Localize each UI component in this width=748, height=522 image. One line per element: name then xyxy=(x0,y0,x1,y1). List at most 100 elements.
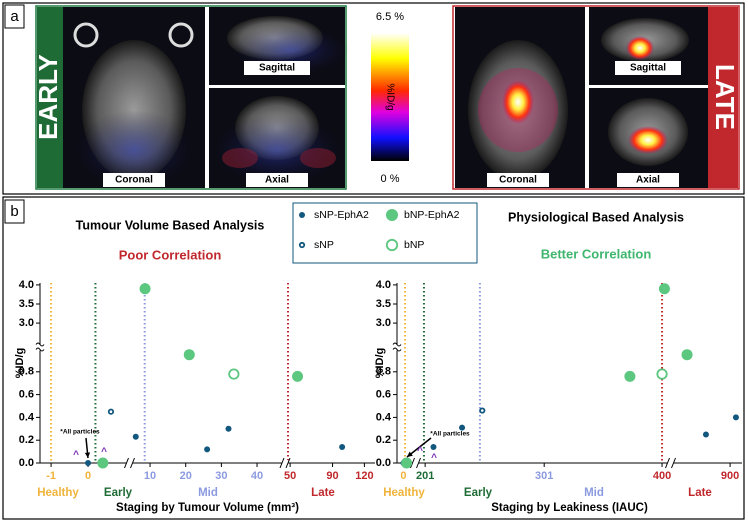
annotation-caret: ^ xyxy=(417,446,423,457)
annotation-caret: ^ xyxy=(73,450,79,461)
y-tick-label: 0.8 xyxy=(19,366,34,378)
data-point xyxy=(132,433,139,440)
annotation: *All particles xyxy=(430,431,470,438)
data-point xyxy=(624,370,636,382)
early-label: EARLY xyxy=(33,54,63,140)
y-tick-label: 4.0 xyxy=(376,279,391,291)
colorbar-title: %ID/g xyxy=(384,83,395,110)
stage-label: Early xyxy=(104,487,133,499)
data-point xyxy=(225,425,232,432)
axis-break-gap xyxy=(126,460,133,466)
annotation: *All particles xyxy=(60,429,100,436)
legend-label: sNP xyxy=(314,239,334,251)
data-point xyxy=(107,408,115,415)
data-point xyxy=(85,460,92,466)
data-point xyxy=(658,283,670,295)
y-tick-label: 0.0 xyxy=(376,457,391,469)
y-tick-label: 3.5 xyxy=(376,298,391,310)
chart-subtitle: Better Correlation xyxy=(541,246,652,261)
early-frame xyxy=(35,5,347,190)
x-tick-label: 10 xyxy=(144,470,156,482)
x-axis-label: Staging by Leakiness (IAUC) xyxy=(491,502,648,514)
stage-label: Late xyxy=(688,487,712,499)
x-tick-label: 30 xyxy=(215,470,227,482)
y-tick-label: 3.0 xyxy=(19,317,34,329)
chart: Physiological Based Analysis Better Corre… xyxy=(374,210,742,514)
legend-label: bNP-EphA2 xyxy=(404,209,460,221)
annotation-caret: ^ xyxy=(101,447,107,458)
chart-subtitle: Poor Correlation xyxy=(119,247,222,262)
axis-break-gap xyxy=(394,344,400,351)
data-point xyxy=(97,457,109,469)
y-tick-label: 0.6 xyxy=(376,389,391,401)
colorbar xyxy=(371,33,409,161)
x-tick-label: 40 xyxy=(251,470,263,482)
chart: Tumour Volume Based Analysis Poor Correla… xyxy=(14,218,375,514)
view-label: Axial xyxy=(636,175,660,186)
view-label: Axial xyxy=(265,175,289,186)
legend-label: bNP xyxy=(404,239,424,251)
panel-a: a EARLY 6.5 % 0 % %ID/g LATE xyxy=(2,2,745,195)
panel-frame xyxy=(2,196,745,520)
annotation-arrowhead xyxy=(407,451,413,457)
y-tick-label: 0.2 xyxy=(19,434,34,446)
mri-image xyxy=(300,148,336,168)
axis-break xyxy=(410,457,415,469)
stage-label: Healthy xyxy=(37,487,79,499)
axis-break xyxy=(392,342,402,352)
axis-break xyxy=(416,457,421,469)
axis-break xyxy=(279,457,285,469)
data-point xyxy=(656,368,668,380)
y-tick-label: 0.8 xyxy=(376,366,391,378)
y-tick-label: 3.0 xyxy=(376,317,391,329)
data-point xyxy=(228,368,240,380)
axis-break-gap xyxy=(37,344,43,351)
view-label-box xyxy=(615,61,681,75)
x-tick-label: 90 xyxy=(326,470,338,482)
axis-break-gap xyxy=(667,460,674,466)
y-tick-label: 0.4 xyxy=(376,411,392,423)
data-point xyxy=(681,349,693,361)
late-label: LATE xyxy=(710,64,740,130)
data-point xyxy=(204,446,211,453)
view-label: Sagittal xyxy=(630,63,666,74)
mri-image xyxy=(74,110,194,190)
y-axis-label: %ID/g xyxy=(14,348,26,379)
x-tick-label: 201 xyxy=(416,470,434,482)
panel-label: a xyxy=(10,8,19,25)
colorbar-max: 6.5 % xyxy=(376,11,404,23)
chart-title: Physiological Based Analysis xyxy=(508,210,684,224)
mri-image xyxy=(502,80,534,124)
annotation-arrowhead xyxy=(84,452,91,458)
annotation-caret: ^ xyxy=(431,453,437,464)
data-point xyxy=(732,414,739,421)
axis-break xyxy=(665,457,670,469)
x-tick-label: 900 xyxy=(721,470,739,482)
mri-image xyxy=(168,22,194,48)
data-point xyxy=(401,457,413,469)
chart-title: Tumour Volume Based Analysis xyxy=(76,218,265,232)
panel-label: b xyxy=(10,203,18,220)
x-tick-label: 20 xyxy=(180,470,192,482)
y-tick-label: 3.5 xyxy=(19,298,34,310)
legend-box xyxy=(292,202,478,264)
mri-image xyxy=(628,126,668,154)
mri-image xyxy=(211,114,343,186)
data-point xyxy=(339,444,346,451)
x-tick-label: 0 xyxy=(400,470,406,482)
x-tick-label: 400 xyxy=(653,470,671,482)
legend-marker xyxy=(298,241,306,249)
view-label-box xyxy=(246,173,308,187)
axis-break xyxy=(35,342,45,352)
y-tick-label: 0.4 xyxy=(19,411,35,423)
panel-frame xyxy=(2,2,745,195)
view-label-box xyxy=(244,61,310,75)
colorbar-min: 0 % xyxy=(381,173,400,185)
view-label-box xyxy=(617,173,679,187)
stage-label: Late xyxy=(311,487,335,499)
data-point xyxy=(702,431,709,438)
x-tick-label: 120 xyxy=(355,470,373,482)
x-tick-label: -1 xyxy=(46,470,56,482)
x-tick-label: 50 xyxy=(284,470,296,482)
